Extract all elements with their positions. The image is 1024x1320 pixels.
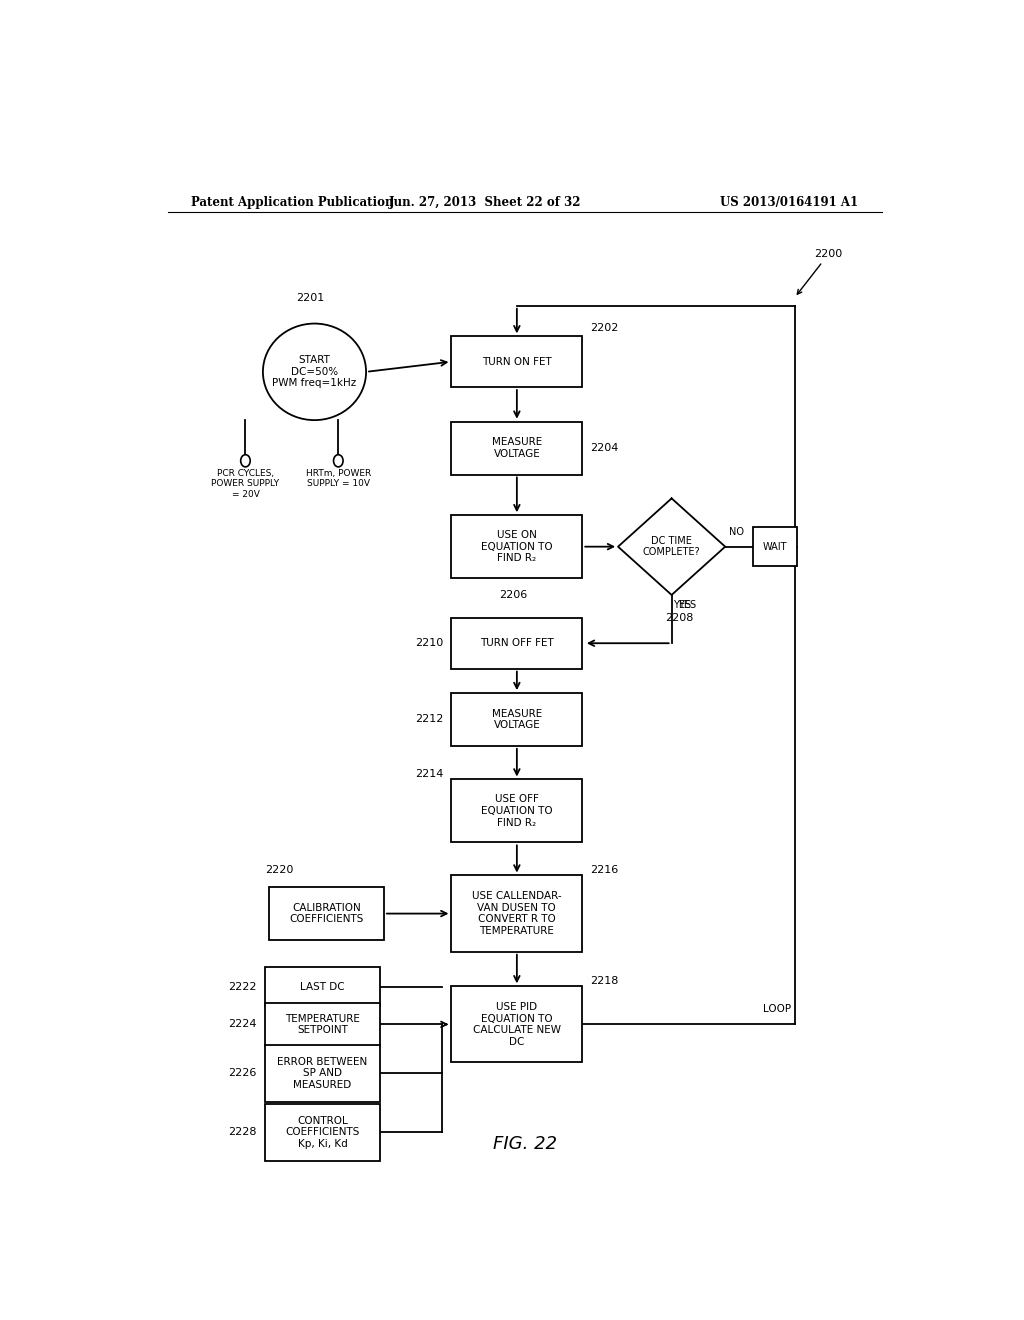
Text: LOOP: LOOP <box>763 1005 791 1014</box>
FancyBboxPatch shape <box>265 1044 380 1102</box>
Text: 2228: 2228 <box>228 1127 257 1137</box>
Text: USE OFF
EQUATION TO
FIND R₂: USE OFF EQUATION TO FIND R₂ <box>481 795 553 828</box>
FancyBboxPatch shape <box>452 875 583 952</box>
Text: 2208: 2208 <box>666 614 693 623</box>
Text: LAST DC: LAST DC <box>300 982 345 991</box>
Text: CALIBRATION
COEFFICIENTS: CALIBRATION COEFFICIENTS <box>289 903 364 924</box>
Text: 2212: 2212 <box>415 714 443 725</box>
Text: HRTm, POWER
SUPPLY = 10V: HRTm, POWER SUPPLY = 10V <box>306 469 371 488</box>
Text: Jun. 27, 2013  Sheet 22 of 32: Jun. 27, 2013 Sheet 22 of 32 <box>389 195 582 209</box>
Text: YES: YES <box>673 601 691 610</box>
FancyBboxPatch shape <box>265 1003 380 1045</box>
Circle shape <box>334 454 343 467</box>
Text: USE ON
EQUATION TO
FIND R₂: USE ON EQUATION TO FIND R₂ <box>481 531 553 564</box>
FancyBboxPatch shape <box>265 968 380 1006</box>
FancyBboxPatch shape <box>265 1104 380 1160</box>
Text: MEASURE
VOLTAGE: MEASURE VOLTAGE <box>492 709 542 730</box>
Text: 2210: 2210 <box>415 639 443 648</box>
Text: 2206: 2206 <box>499 590 527 601</box>
Text: USE PID
EQUATION TO
CALCULATE NEW
DC: USE PID EQUATION TO CALCULATE NEW DC <box>473 1002 561 1047</box>
Text: START
DC=50%
PWM freq=1kHz: START DC=50% PWM freq=1kHz <box>272 355 356 388</box>
Text: ERROR BETWEEN
SP AND
MEASURED: ERROR BETWEEN SP AND MEASURED <box>278 1056 368 1090</box>
Text: TURN ON FET: TURN ON FET <box>482 356 552 367</box>
Text: 2226: 2226 <box>228 1068 257 1078</box>
FancyBboxPatch shape <box>452 515 583 578</box>
FancyBboxPatch shape <box>452 693 583 746</box>
Text: DC TIME
COMPLETE?: DC TIME COMPLETE? <box>643 536 700 557</box>
Text: CONTROL
COEFFICIENTS
Kp, Ki, Kd: CONTROL COEFFICIENTS Kp, Ki, Kd <box>286 1115 359 1148</box>
Text: 2214: 2214 <box>415 770 443 779</box>
Text: 2201: 2201 <box>296 293 325 304</box>
Text: 2216: 2216 <box>590 866 618 875</box>
Text: NO: NO <box>729 527 744 536</box>
FancyBboxPatch shape <box>452 337 583 387</box>
Text: 2200: 2200 <box>798 249 843 294</box>
FancyBboxPatch shape <box>269 887 384 940</box>
FancyBboxPatch shape <box>452 618 583 669</box>
FancyBboxPatch shape <box>452 779 583 842</box>
Circle shape <box>241 454 250 467</box>
Text: 2224: 2224 <box>228 1019 257 1030</box>
Text: US 2013/0164191 A1: US 2013/0164191 A1 <box>720 195 858 209</box>
Text: 2218: 2218 <box>590 977 618 986</box>
Polygon shape <box>618 499 725 595</box>
Text: MEASURE
VOLTAGE: MEASURE VOLTAGE <box>492 437 542 459</box>
Text: Patent Application Publication: Patent Application Publication <box>191 195 394 209</box>
FancyBboxPatch shape <box>452 986 583 1063</box>
Text: FIG. 22: FIG. 22 <box>493 1135 557 1154</box>
Ellipse shape <box>263 323 367 420</box>
Text: 2222: 2222 <box>228 982 257 991</box>
FancyBboxPatch shape <box>452 421 583 474</box>
Text: PCR CYCLES,
POWER SUPPLY
= 20V: PCR CYCLES, POWER SUPPLY = 20V <box>211 469 280 499</box>
Text: TEMPERATURE
SETPOINT: TEMPERATURE SETPOINT <box>285 1014 359 1035</box>
Text: 2204: 2204 <box>590 444 618 453</box>
FancyBboxPatch shape <box>753 528 797 566</box>
Text: 2202: 2202 <box>590 323 618 333</box>
Text: 2220: 2220 <box>265 865 293 875</box>
Text: WAIT: WAIT <box>763 541 787 552</box>
Text: YES: YES <box>678 601 696 610</box>
Text: TURN OFF FET: TURN OFF FET <box>480 639 554 648</box>
Text: USE CALLENDAR-
VAN DUSEN TO
CONVERT R TO
TEMPERATURE: USE CALLENDAR- VAN DUSEN TO CONVERT R TO… <box>472 891 562 936</box>
